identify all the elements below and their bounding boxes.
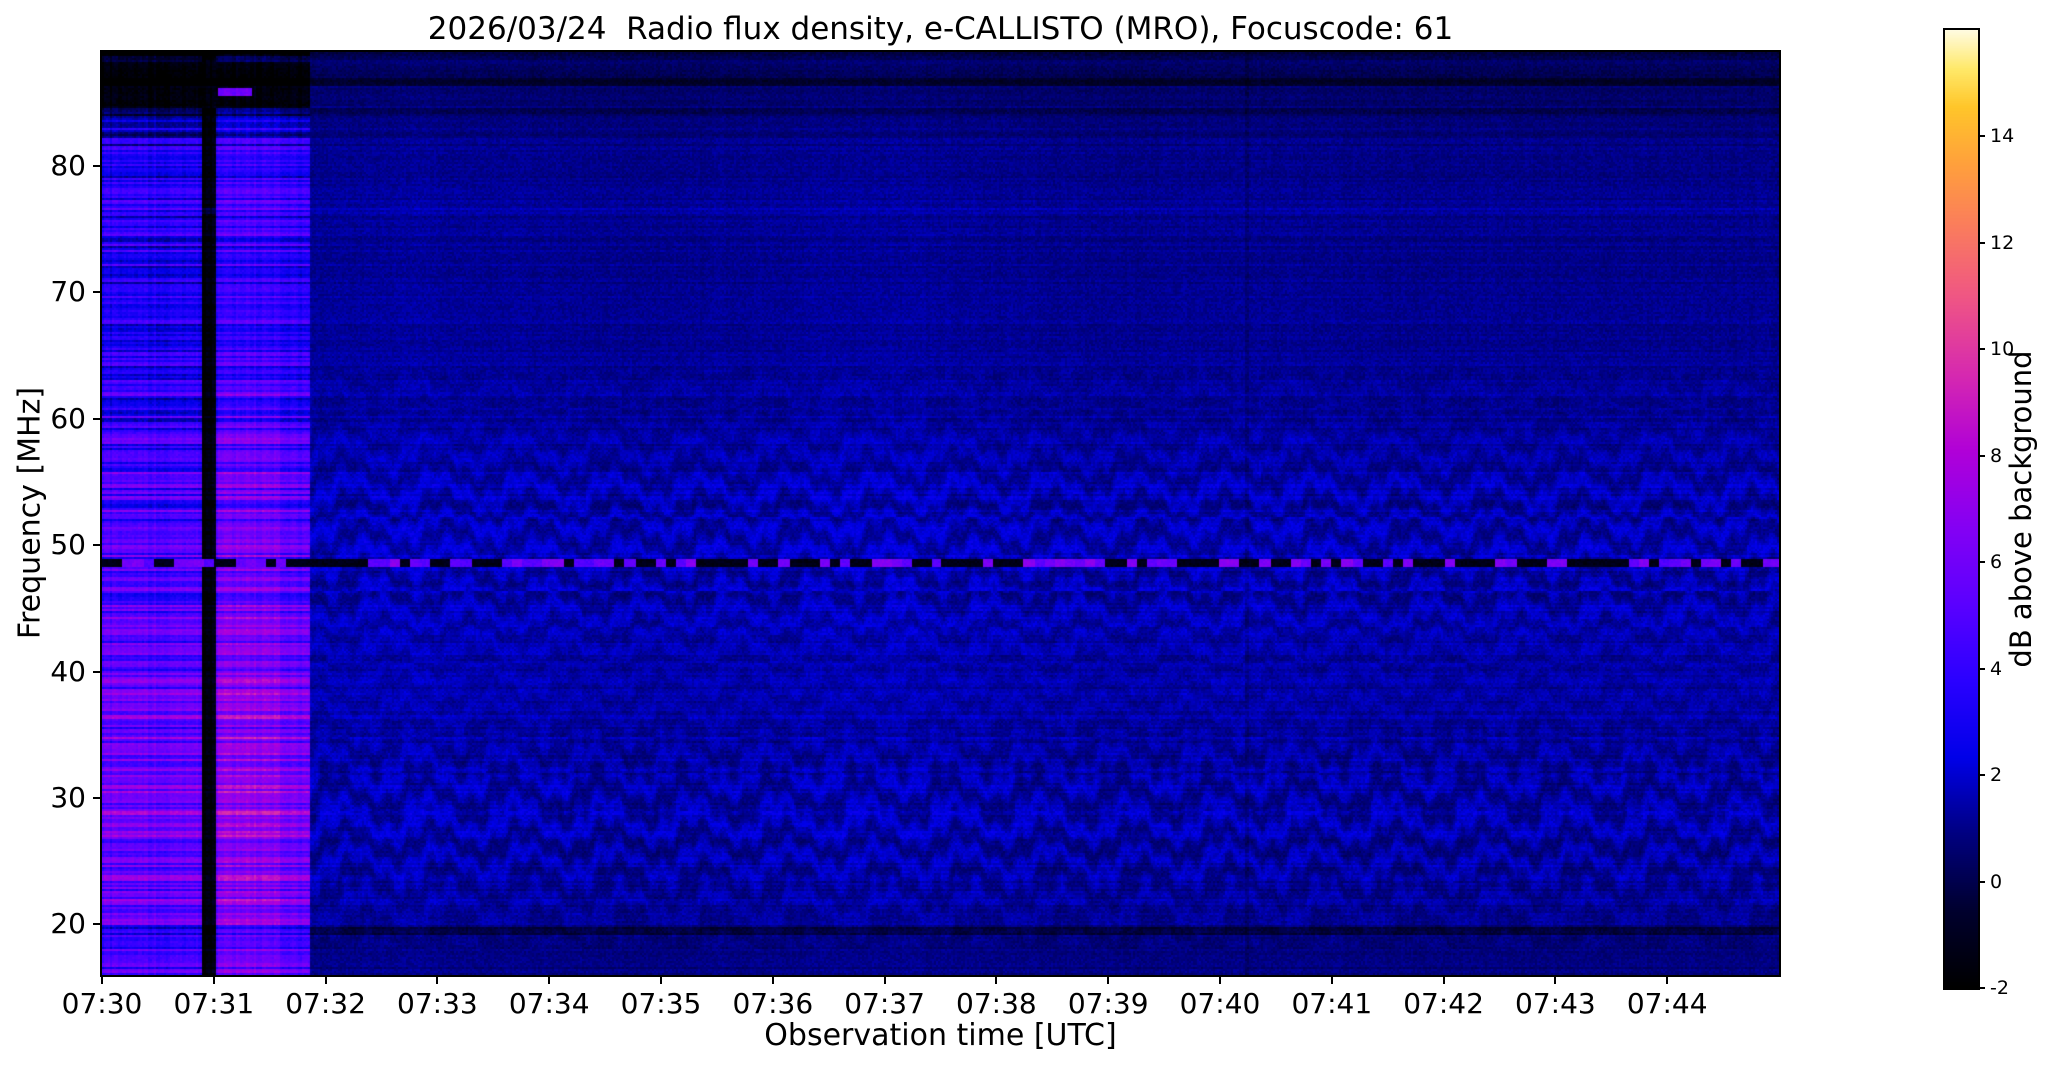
y-tick-label: 40: [50, 654, 86, 688]
y-tick-mark: [93, 670, 102, 673]
colorbar-tick-label: 12: [1990, 231, 2015, 254]
colorbar-tick-mark: [1978, 348, 1985, 351]
colorbar-tick-label: 0: [1990, 870, 2003, 893]
x-tick-mark: [436, 975, 439, 984]
colorbar-tick-label: 4: [1990, 657, 2003, 680]
colorbar-tick-label: 2: [1990, 764, 2003, 787]
spectrogram-canvas: [102, 52, 1779, 975]
x-tick-label: 07:30: [61, 987, 143, 1020]
x-tick-label: 07:41: [1291, 987, 1373, 1020]
y-tick-label: 80: [50, 148, 86, 182]
x-tick-label: 07:40: [1179, 987, 1261, 1020]
y-tick-label: 60: [50, 401, 86, 435]
chart-title: 2026/03/24 Radio flux density, e-CALLIST…: [427, 11, 1454, 47]
colorbar-tick-mark: [1978, 241, 1985, 244]
x-tick-label: 07:38: [956, 987, 1037, 1020]
y-tick-mark: [93, 923, 102, 926]
y-tick-mark: [93, 291, 102, 294]
x-tick-label: 07:36: [732, 987, 814, 1020]
x-tick-label: 07:33: [397, 987, 478, 1020]
x-tick-label: 07:39: [1067, 987, 1149, 1020]
x-tick-mark: [883, 975, 886, 984]
colorbar-tick-label: -2: [1990, 977, 2009, 999]
colorbar-canvas: [1945, 30, 1978, 988]
x-tick-mark: [212, 975, 215, 984]
x-tick-mark: [548, 975, 551, 984]
x-axis-label: Observation time [UTC]: [764, 1018, 1117, 1053]
x-tick-label: 07:31: [173, 987, 255, 1020]
colorbar-tick-mark: [1978, 880, 1985, 883]
colorbar-tick-mark: [1978, 454, 1985, 457]
colorbar-tick-mark: [1978, 667, 1985, 670]
colorbar-tick-label: 8: [1990, 444, 2003, 467]
y-tick-mark: [93, 417, 102, 420]
colorbar-tick-mark: [1978, 774, 1985, 777]
x-tick-label: 07:35: [620, 987, 702, 1020]
y-tick-label: 20: [50, 907, 86, 941]
x-tick-mark: [995, 975, 998, 984]
colorbar-tick-mark: [1978, 135, 1985, 138]
x-tick-mark: [324, 975, 327, 984]
colorbar-tick-label: 6: [1990, 551, 2003, 574]
x-tick-label: 07:44: [1626, 987, 1708, 1020]
colorbar-tick-mark: [1978, 987, 1985, 989]
y-tick-mark: [93, 164, 102, 167]
colorbar-tick-label: 10: [1990, 338, 2015, 361]
colorbar-tick-label: 14: [1990, 125, 2015, 148]
x-tick-mark: [1666, 975, 1669, 984]
x-tick-mark: [101, 975, 103, 984]
y-tick-label: 30: [50, 780, 86, 814]
x-tick-mark: [771, 975, 774, 984]
x-tick-label: 07:43: [1515, 987, 1596, 1020]
colorbar-label: dB above background: [2004, 350, 2038, 668]
y-tick-label: 70: [50, 275, 86, 309]
y-tick-mark: [93, 544, 102, 547]
x-tick-label: 07:42: [1403, 987, 1484, 1020]
x-tick-mark: [1442, 975, 1445, 984]
x-tick-label: 07:34: [508, 987, 590, 1020]
x-tick-mark: [1107, 975, 1110, 984]
x-tick-mark: [1330, 975, 1333, 984]
y-tick-mark: [93, 796, 102, 799]
x-tick-mark: [1554, 975, 1557, 984]
y-tick-label: 50: [50, 528, 86, 562]
x-tick-label: 07:37: [844, 987, 925, 1020]
x-tick-mark: [1219, 975, 1221, 984]
colorbar-tick-mark: [1978, 561, 1985, 564]
x-tick-label: 07:32: [285, 987, 366, 1020]
x-tick-mark: [660, 975, 662, 984]
